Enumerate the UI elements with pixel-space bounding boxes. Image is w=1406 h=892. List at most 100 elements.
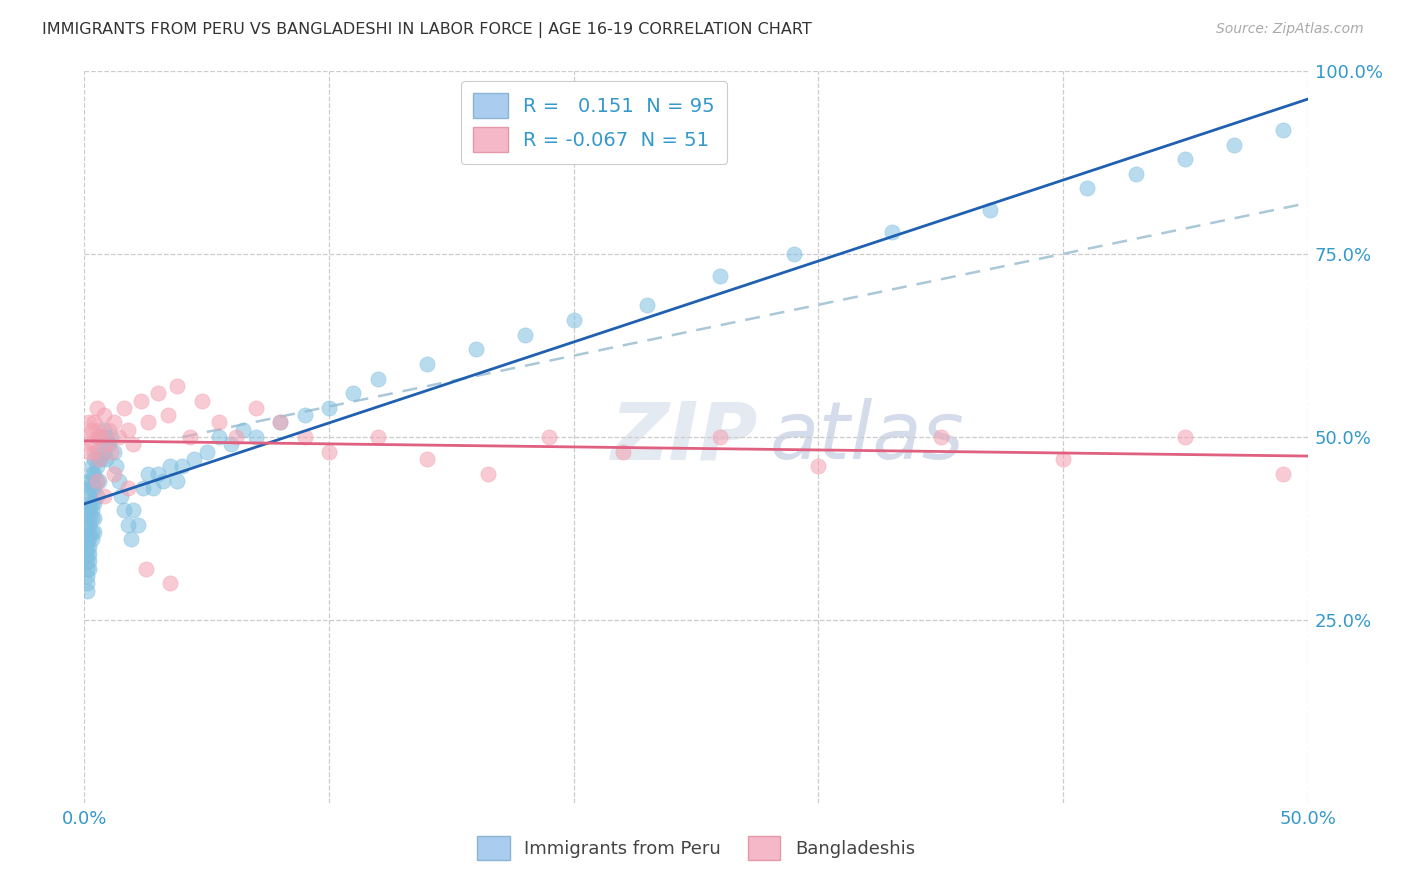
- Point: [76, 540, 98, 554]
- Text: ZIP: ZIP: [610, 398, 758, 476]
- Point: [77, 416, 100, 430]
- Point: [77, 444, 100, 458]
- Point: [80, 437, 103, 451]
- Point: [76, 547, 98, 561]
- Point: [513, 327, 536, 342]
- Point: [416, 452, 439, 467]
- Point: [77, 547, 100, 561]
- Point: [93, 444, 115, 458]
- Point: [76, 576, 98, 591]
- Point: [179, 430, 201, 444]
- Point: [100, 444, 122, 458]
- Point: [318, 444, 340, 458]
- Point: [86, 474, 108, 488]
- Point: [166, 379, 188, 393]
- Point: [87, 474, 110, 488]
- Y-axis label: In Labor Force | Age 16-19: In Labor Force | Age 16-19: [0, 327, 8, 547]
- Point: [294, 430, 316, 444]
- Point: [232, 423, 254, 437]
- Point: [77, 489, 100, 503]
- Text: Source: ZipAtlas.com: Source: ZipAtlas.com: [1216, 22, 1364, 37]
- Point: [86, 459, 108, 474]
- Point: [83, 452, 105, 467]
- Point: [127, 517, 149, 532]
- Point: [146, 386, 169, 401]
- Point: [191, 393, 214, 408]
- Point: [86, 474, 108, 488]
- Point: [77, 517, 100, 532]
- Point: [90, 452, 112, 467]
- Point: [77, 496, 100, 510]
- Point: [120, 533, 142, 547]
- Point: [83, 510, 105, 524]
- Point: [142, 481, 165, 495]
- Point: [87, 452, 110, 467]
- Point: [97, 423, 120, 437]
- Point: [195, 444, 218, 458]
- Point: [80, 459, 103, 474]
- Text: IMMIGRANTS FROM PERU VS BANGLADESHI IN LABOR FORCE | AGE 16-19 CORRELATION CHART: IMMIGRANTS FROM PERU VS BANGLADESHI IN L…: [42, 22, 811, 38]
- Point: [1052, 452, 1074, 467]
- Point: [112, 401, 135, 415]
- Point: [77, 540, 100, 554]
- Point: [112, 503, 135, 517]
- Point: [80, 481, 103, 495]
- Point: [880, 225, 903, 239]
- Point: [269, 416, 291, 430]
- Point: [96, 430, 118, 444]
- Point: [1272, 123, 1295, 137]
- Point: [318, 401, 340, 415]
- Point: [77, 562, 100, 576]
- Point: [146, 467, 169, 481]
- Point: [129, 393, 152, 408]
- Point: [172, 459, 194, 474]
- Point: [80, 503, 103, 517]
- Point: [416, 357, 439, 371]
- Point: [77, 474, 100, 488]
- Point: [93, 423, 115, 437]
- Point: [294, 408, 316, 422]
- Point: [93, 408, 115, 422]
- Point: [1174, 430, 1197, 444]
- Point: [87, 423, 110, 437]
- Point: [87, 452, 110, 467]
- Point: [807, 459, 830, 474]
- Point: [80, 423, 103, 437]
- Point: [77, 554, 100, 568]
- Point: [83, 467, 105, 481]
- Point: [183, 452, 205, 467]
- Point: [225, 430, 247, 444]
- Point: [83, 481, 105, 495]
- Point: [100, 430, 122, 444]
- Point: [152, 474, 174, 488]
- Point: [110, 489, 132, 503]
- Point: [219, 437, 242, 451]
- Point: [83, 416, 105, 430]
- Point: [122, 437, 145, 451]
- Point: [117, 423, 139, 437]
- Point: [107, 430, 129, 444]
- Point: [122, 503, 145, 517]
- Point: [87, 430, 110, 444]
- Point: [709, 269, 731, 284]
- Point: [86, 489, 108, 503]
- Point: [77, 481, 100, 495]
- Point: [117, 481, 139, 495]
- Point: [80, 533, 103, 547]
- Point: [245, 430, 267, 444]
- Point: [538, 430, 561, 444]
- Point: [80, 525, 103, 540]
- Point: [135, 562, 157, 576]
- Point: [86, 430, 108, 444]
- Point: [245, 401, 267, 415]
- Point: [90, 430, 112, 444]
- Point: [136, 467, 159, 481]
- Point: [464, 343, 486, 357]
- Point: [477, 467, 499, 481]
- Point: [77, 503, 100, 517]
- Point: [105, 459, 128, 474]
- Point: [80, 474, 103, 488]
- Legend: Immigrants from Peru, Bangladeshis: Immigrants from Peru, Bangladeshis: [470, 830, 922, 867]
- Point: [77, 533, 100, 547]
- Point: [103, 416, 125, 430]
